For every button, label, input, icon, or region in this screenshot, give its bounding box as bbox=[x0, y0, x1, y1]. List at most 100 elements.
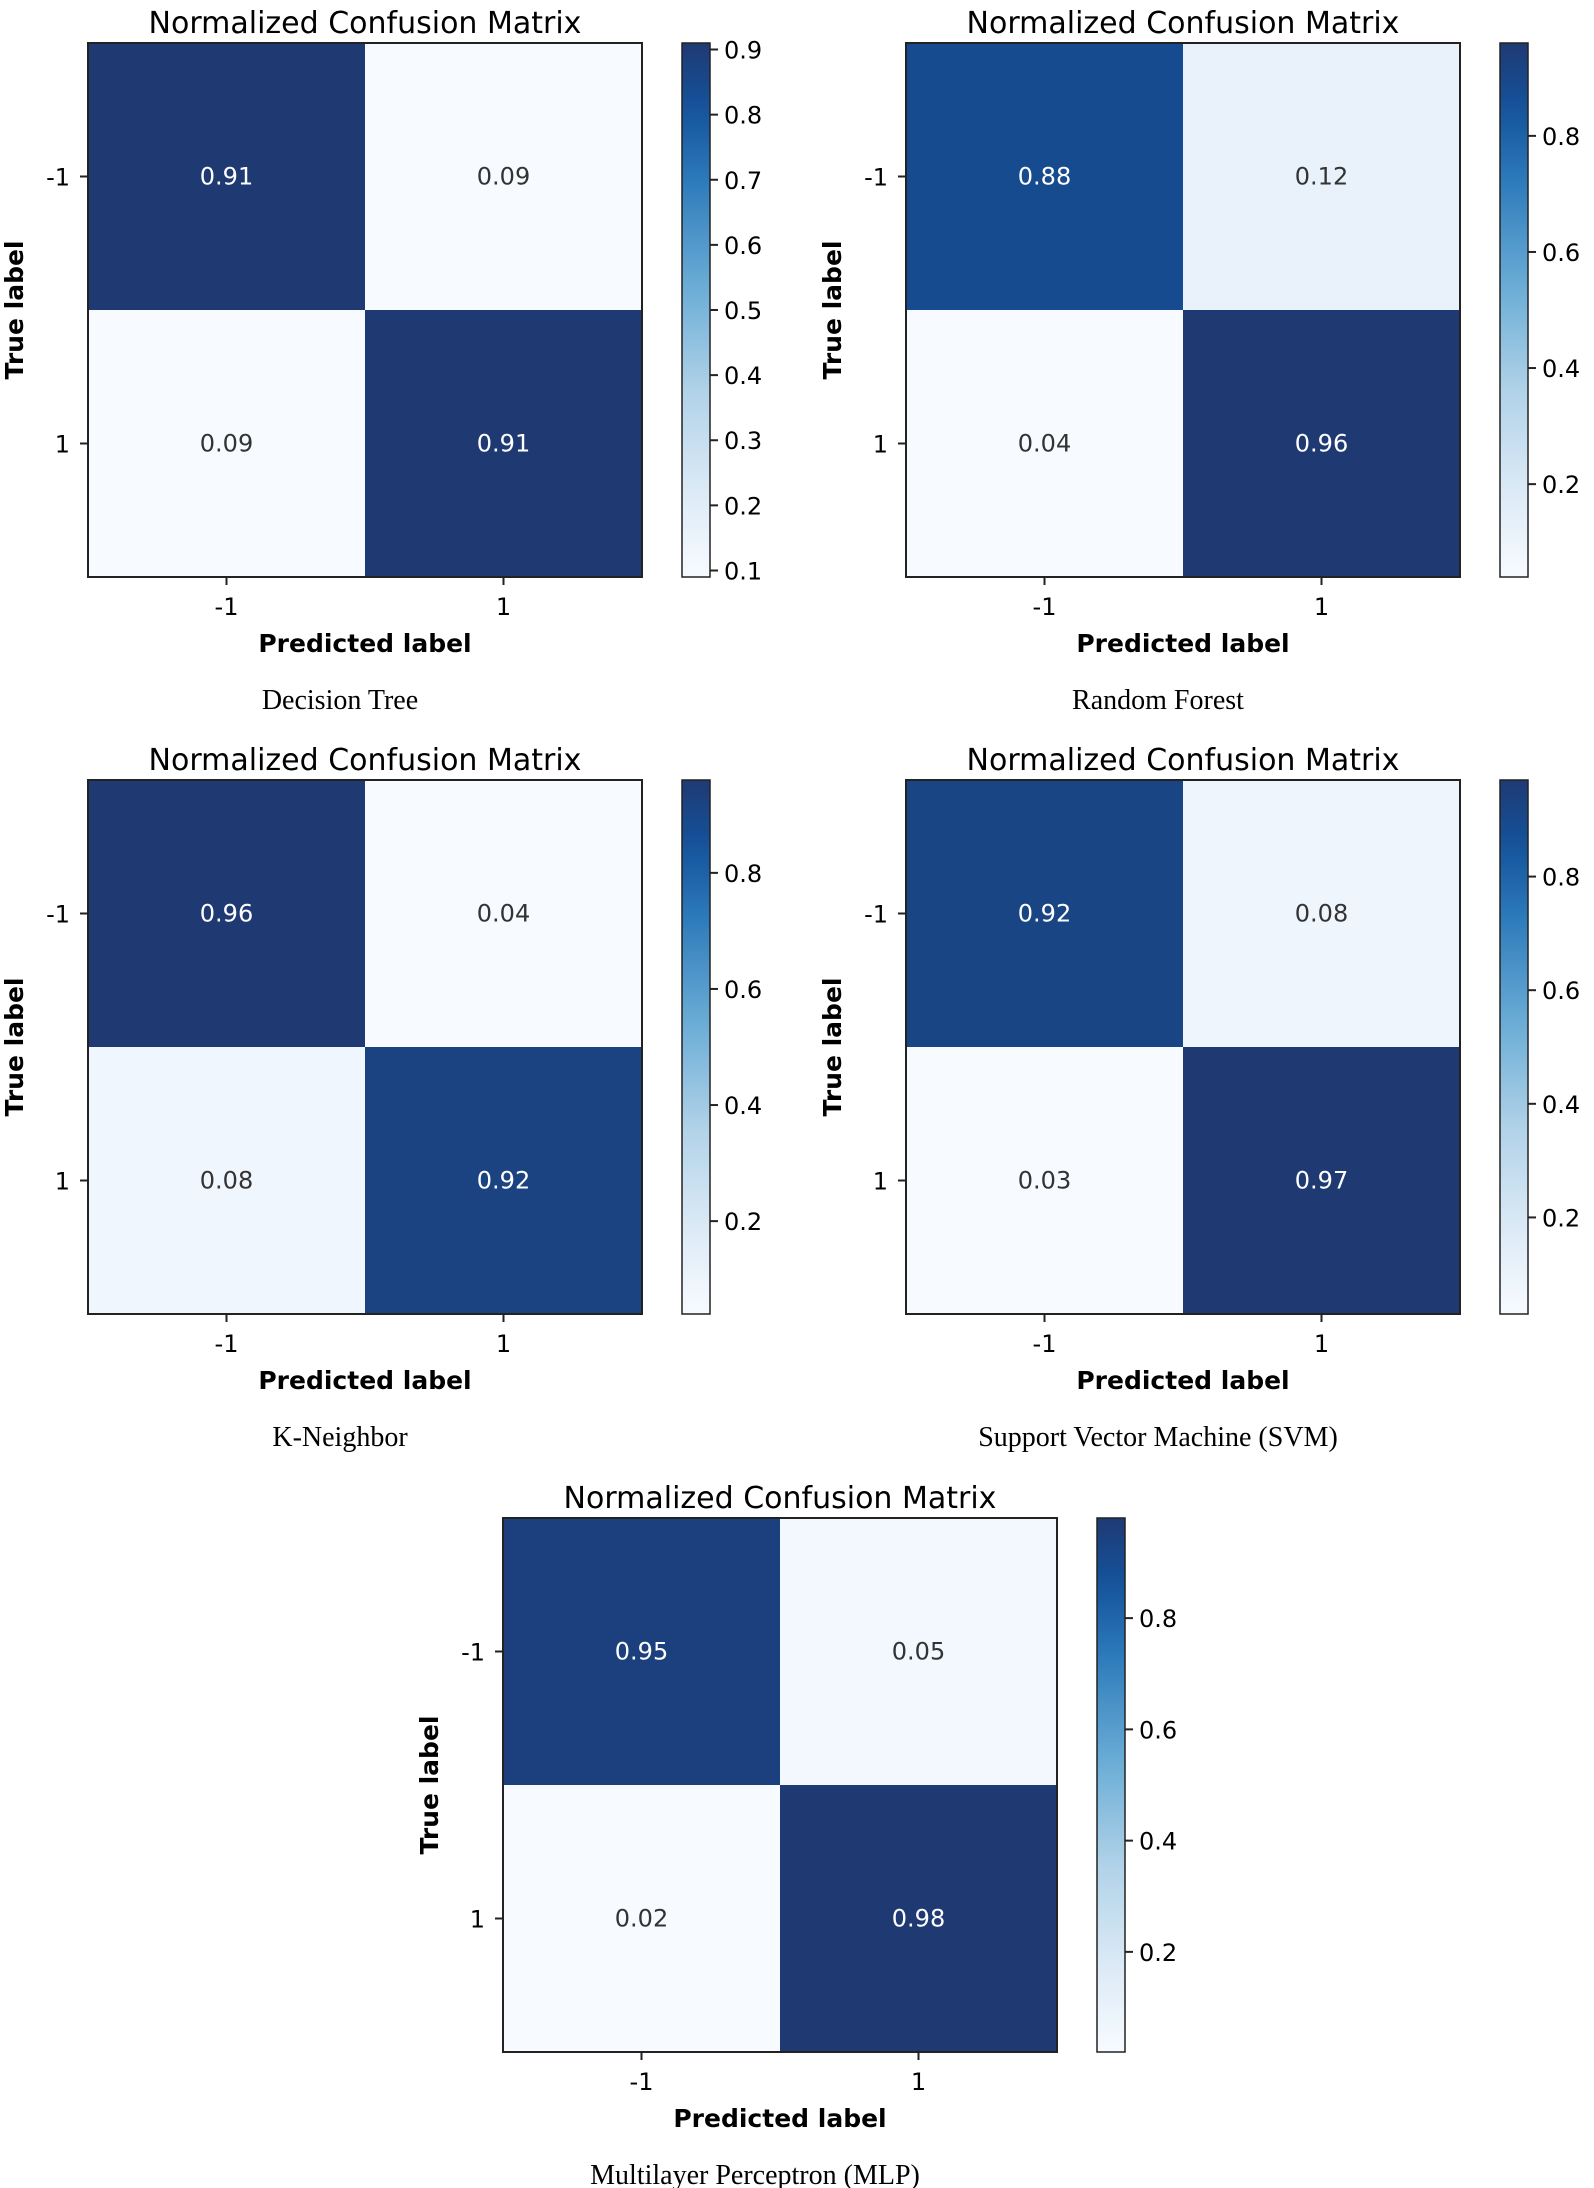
chart-title: Normalized Confusion Matrix bbox=[149, 743, 582, 778]
heatmap-cell bbox=[1183, 43, 1460, 310]
colorbar-tick-label: 0.8 bbox=[724, 102, 762, 130]
confusion-matrix-chart-5: 0.95 0.05 0.02 0.98 Normalized Confusion Mat… bbox=[415, 1481, 1177, 2188]
heatmap-cell bbox=[780, 1785, 1057, 2052]
cell-value-label: 0.98 bbox=[892, 1905, 945, 1933]
colorbar-tick-label: 0.5 bbox=[724, 297, 762, 325]
heatmap-cell bbox=[1183, 780, 1460, 1047]
y-tick-label: -1 bbox=[864, 901, 888, 929]
cell-value-label: 0.92 bbox=[477, 1167, 530, 1195]
cell-value-label: 0.96 bbox=[200, 900, 253, 928]
colorbar-tick-label: 0.8 bbox=[1139, 1605, 1177, 1633]
x-tick-label: 1 bbox=[496, 1330, 511, 1358]
colorbar-frame bbox=[1499, 779, 1529, 1315]
confusion-matrix-chart-2: 0.88 0.12 0.04 0.96 Normalized Confusion Mat… bbox=[818, 6, 1580, 716]
colorbar-tick-label: 0.6 bbox=[724, 232, 762, 260]
cell-value-label: 0.08 bbox=[200, 1167, 253, 1195]
confusion-matrix-chart-3: 0.96 0.04 0.08 0.92 Normalized Confusion Mat… bbox=[0, 743, 762, 1453]
chart-title: Normalized Confusion Matrix bbox=[967, 6, 1400, 41]
cell-value-label: 0.05 bbox=[892, 1638, 945, 1666]
colorbar-tick-label: 0.3 bbox=[724, 427, 762, 455]
cell-value-label: 0.95 bbox=[615, 1638, 668, 1666]
colorbar-frame bbox=[1096, 1517, 1126, 2053]
chart-caption: Multilayer Perceptron (MLP) bbox=[590, 2160, 920, 2188]
x-axis-label: Predicted label bbox=[673, 2104, 886, 2133]
heatmap-cell bbox=[88, 1047, 365, 1314]
chart-title: Normalized Confusion Matrix bbox=[564, 1481, 997, 1516]
plot-frame bbox=[905, 42, 1461, 578]
colorbar-tick-label: 0.2 bbox=[724, 492, 762, 520]
colorbar-tick-label: 0.2 bbox=[724, 1208, 762, 1236]
colorbar-tick-label: 0.8 bbox=[724, 860, 762, 888]
cell-value-label: 0.12 bbox=[1295, 163, 1348, 191]
colorbar bbox=[682, 780, 710, 1314]
y-tick-label: -1 bbox=[46, 901, 70, 929]
heatmap-cell bbox=[1183, 310, 1460, 577]
colorbar-tick-label: 0.6 bbox=[724, 976, 762, 1004]
cell-value-label: 0.92 bbox=[1018, 900, 1071, 928]
y-axis-label: True label bbox=[818, 978, 847, 1117]
x-axis-label: Predicted label bbox=[1076, 629, 1289, 658]
heatmap-cell bbox=[503, 1785, 780, 2052]
chart-caption: Random Forest bbox=[1072, 685, 1244, 716]
y-tick-label: 1 bbox=[873, 431, 888, 459]
colorbar-tick-label: 0.6 bbox=[1542, 977, 1580, 1005]
y-tick-label: 1 bbox=[55, 431, 70, 459]
y-tick-label: 1 bbox=[873, 1168, 888, 1196]
colorbar-tick-label: 0.4 bbox=[1542, 355, 1580, 383]
cell-value-label: 0.03 bbox=[1018, 1167, 1071, 1195]
heatmap-cell bbox=[906, 1047, 1183, 1314]
x-tick-label: -1 bbox=[1033, 593, 1057, 621]
cell-value-label: 0.88 bbox=[1018, 163, 1071, 191]
cell-value-label: 0.08 bbox=[1295, 900, 1348, 928]
heatmap-cell bbox=[88, 43, 365, 310]
colorbar-tick-label: 0.4 bbox=[1542, 1091, 1580, 1119]
confusion-matrix-chart-4: 0.92 0.08 0.03 0.97 Normalized Confusion Mat… bbox=[818, 743, 1580, 1453]
chart-caption: Decision Tree bbox=[262, 685, 418, 716]
y-tick-label: 1 bbox=[470, 1906, 485, 1934]
x-axis-label: Predicted label bbox=[258, 629, 471, 658]
colorbar-tick-label: 0.7 bbox=[724, 167, 762, 195]
plot-frame bbox=[87, 779, 643, 1315]
plot-frame bbox=[502, 1517, 1058, 2053]
x-tick-label: 1 bbox=[496, 593, 511, 621]
cell-value-label: 0.91 bbox=[477, 430, 530, 458]
x-axis-label: Predicted label bbox=[258, 1366, 471, 1395]
colorbar bbox=[682, 43, 710, 577]
heatmap-cell bbox=[88, 780, 365, 1047]
y-axis-label: True label bbox=[0, 978, 29, 1117]
y-tick-label: 1 bbox=[55, 1168, 70, 1196]
cell-value-label: 0.09 bbox=[200, 430, 253, 458]
heatmap-cell bbox=[365, 1047, 642, 1314]
cell-value-label: 0.04 bbox=[477, 900, 530, 928]
colorbar-tick-label: 0.2 bbox=[1139, 1939, 1177, 1967]
heatmap-cell bbox=[906, 780, 1183, 1047]
colorbar bbox=[1500, 780, 1528, 1314]
colorbar-tick-label: 0.6 bbox=[1139, 1716, 1177, 1744]
x-tick-label: -1 bbox=[215, 1330, 239, 1358]
chart-caption: K-Neighbor bbox=[272, 1422, 408, 1453]
colorbar-tick-label: 0.1 bbox=[724, 557, 762, 585]
heatmap-cell bbox=[906, 310, 1183, 577]
cell-value-label: 0.96 bbox=[1295, 430, 1348, 458]
colorbar-tick-label: 0.8 bbox=[1542, 864, 1580, 892]
plot-frame bbox=[905, 779, 1461, 1315]
colorbar-tick-label: 0.4 bbox=[1139, 1828, 1177, 1856]
y-tick-label: -1 bbox=[46, 164, 70, 192]
heatmap-cell bbox=[365, 310, 642, 577]
heatmap-cell bbox=[906, 43, 1183, 310]
cell-value-label: 0.09 bbox=[477, 163, 530, 191]
colorbar-tick-label: 0.2 bbox=[1542, 1204, 1580, 1232]
x-tick-label: 1 bbox=[1314, 593, 1329, 621]
plot-frame bbox=[87, 42, 643, 578]
y-axis-label: True label bbox=[0, 241, 29, 380]
colorbar-tick-label: 0.2 bbox=[1542, 471, 1580, 499]
chart-title: Normalized Confusion Matrix bbox=[967, 743, 1400, 778]
colorbar-tick-label: 0.9 bbox=[724, 37, 762, 65]
cell-value-label: 0.02 bbox=[615, 1905, 668, 1933]
cell-value-label: 0.97 bbox=[1295, 1167, 1348, 1195]
chart-title: Normalized Confusion Matrix bbox=[149, 6, 582, 41]
cell-value-label: 0.04 bbox=[1018, 430, 1071, 458]
